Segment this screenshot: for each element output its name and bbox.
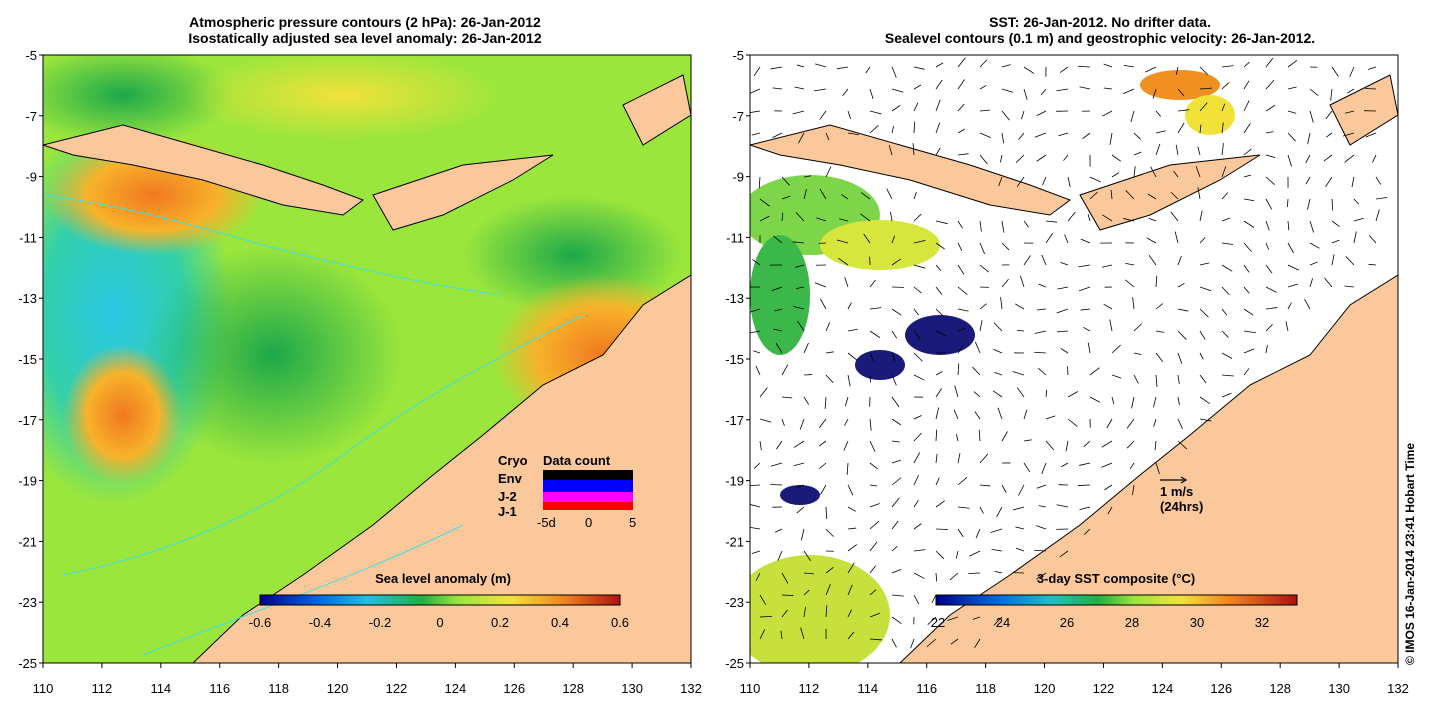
imos-credit: © IMOS 16-Jan-2014 23:41 Hobart Time [1403, 442, 1417, 665]
right-title-line2: Sealevel contours (0.1 m) and geostrophi… [884, 30, 1316, 46]
right-x-tick-label: 114 [857, 681, 878, 696]
right-x-tick-label: 120 [1034, 681, 1056, 696]
velocity-legend-period: (24hrs) [1160, 499, 1203, 514]
right-map: 1 m/s (24hrs) 3-day SST composite (°C) 2… [750, 55, 1398, 663]
velocity-arrow [935, 528, 949, 530]
right-colorbar-tick: 28 [1125, 615, 1139, 630]
left-colorbar-tick: -0.6 [249, 615, 271, 630]
right-y-tick-label: -5 [732, 48, 744, 63]
left-x-tick-label: 124 [445, 681, 467, 696]
left-title-line1: Atmospheric pressure contours (2 hPa): 2… [189, 14, 541, 30]
right-x-tick-label: 126 [1210, 681, 1232, 696]
velocity-legend-speed: 1 m/s [1160, 484, 1193, 499]
left-colorbar-label: Sea level anomaly (m) [375, 571, 511, 586]
left-x-tick-label: 132 [680, 681, 702, 696]
left-title-line2: Isostatically adjusted sea level anomaly… [188, 30, 542, 46]
left-x-tick-label: 128 [562, 681, 584, 696]
velocity-arrow [1365, 88, 1377, 90]
right-colorbar-tick: 24 [996, 615, 1010, 630]
left-y-tick-label: -9 [25, 170, 37, 185]
data-count-env-bar [543, 480, 633, 492]
right-y-tick-label: -13 [725, 291, 744, 306]
right-colorbar-bar [935, 594, 1298, 606]
right-x-tick-label: 132 [1387, 681, 1409, 696]
left-y-tick-label: -11 [19, 230, 37, 245]
left-colorbar-tick: 0 [436, 615, 443, 630]
sst-patch-cold [905, 315, 975, 355]
left-y-tick-label: -25 [18, 656, 37, 671]
left-y-tick-label: -17 [18, 413, 37, 428]
legend-env: Env [498, 471, 523, 486]
data-count-tick-neg5: -5d [537, 515, 556, 530]
right-title-line1: SST: 26-Jan-2012. No drifter data. [989, 14, 1211, 30]
right-y-tick-label: -25 [725, 656, 744, 671]
sst-patch-cold [780, 485, 820, 505]
sst-patch [750, 235, 810, 355]
right-x-tick-label: 118 [975, 681, 996, 696]
left-map: Data count Cryo Env J-2 J-1 -5d 0 5 Sea … [43, 55, 691, 663]
data-count-j2-bar [543, 492, 633, 502]
left-colorbar-tick: -0.4 [309, 615, 331, 630]
left-colorbar-bar [259, 594, 621, 606]
right-map-svg: 1 m/s (24hrs) 3-day SST composite (°C) 2… [750, 55, 1398, 663]
left-y-tick-label: -23 [18, 595, 37, 610]
left-y-tick-label: -21 [18, 534, 37, 549]
right-y-tick-label: -9 [732, 170, 744, 185]
data-count-j1-bar [543, 502, 633, 510]
left-y-tick-label: -19 [18, 474, 37, 489]
left-colorbar-tick: 0.2 [491, 615, 509, 630]
data-count-tick-5: 5 [629, 515, 636, 530]
right-y-tick-label: -17 [725, 413, 744, 428]
right-colorbar-tick: 30 [1190, 615, 1204, 630]
left-y-tick-label: -7 [25, 109, 37, 124]
right-x-tick-label: 116 [916, 681, 937, 696]
right-x-tick-label: 112 [799, 681, 820, 696]
left-x-tick-label: 122 [386, 681, 408, 696]
green-anomaly-region [143, 245, 403, 465]
left-colorbar-tick: -0.2 [369, 615, 391, 630]
right-colorbar-tick: 32 [1255, 615, 1269, 630]
data-count-tick-0: 0 [585, 515, 592, 530]
legend-cryo: Cryo [498, 453, 528, 468]
left-y-tick-label: -15 [18, 352, 37, 367]
left-colorbar-tick: 0.6 [611, 615, 629, 630]
left-x-tick-label: 118 [268, 681, 289, 696]
right-x-tick-label: 124 [1152, 681, 1174, 696]
right-y-tick-label: -21 [725, 534, 744, 549]
left-x-tick-label: 116 [209, 681, 230, 696]
legend-j1: J-1 [498, 504, 517, 519]
right-y-tick-label: -7 [732, 109, 744, 124]
left-x-tick-label: 110 [33, 681, 54, 696]
sst-patch [820, 220, 940, 270]
data-count-cryo-bar [543, 470, 633, 480]
right-y-tick-label: -11 [726, 230, 744, 245]
right-x-tick-label: 128 [1269, 681, 1291, 696]
sst-patch-warm [1185, 95, 1235, 135]
left-x-tick-label: 120 [327, 681, 349, 696]
right-colorbar-tick: 22 [931, 615, 945, 630]
left-x-tick-label: 114 [150, 681, 171, 696]
left-x-tick-label: 130 [621, 681, 643, 696]
right-x-tick-label: 130 [1328, 681, 1350, 696]
legend-j2: J-2 [498, 489, 517, 504]
right-x-tick-label: 110 [740, 681, 761, 696]
right-y-tick-label: -23 [725, 595, 744, 610]
right-x-tick-label: 122 [1093, 681, 1115, 696]
velocity-arrow [1067, 366, 1069, 376]
left-map-svg: Data count Cryo Env J-2 J-1 -5d 0 5 Sea … [43, 55, 691, 663]
left-x-tick-label: 112 [92, 681, 113, 696]
sst-patch-cold [855, 350, 905, 380]
left-y-tick-label: -5 [25, 48, 37, 63]
right-colorbar-tick: 26 [1060, 615, 1074, 630]
left-y-tick-label: -13 [18, 291, 37, 306]
data-count-title: Data count [543, 453, 611, 468]
right-y-tick-label: -15 [725, 352, 744, 367]
right-colorbar-label: 3-day SST composite (°C) [1037, 571, 1195, 586]
right-y-tick-label: -19 [725, 474, 744, 489]
left-colorbar-tick: 0.4 [551, 615, 569, 630]
left-x-tick-label: 126 [503, 681, 525, 696]
